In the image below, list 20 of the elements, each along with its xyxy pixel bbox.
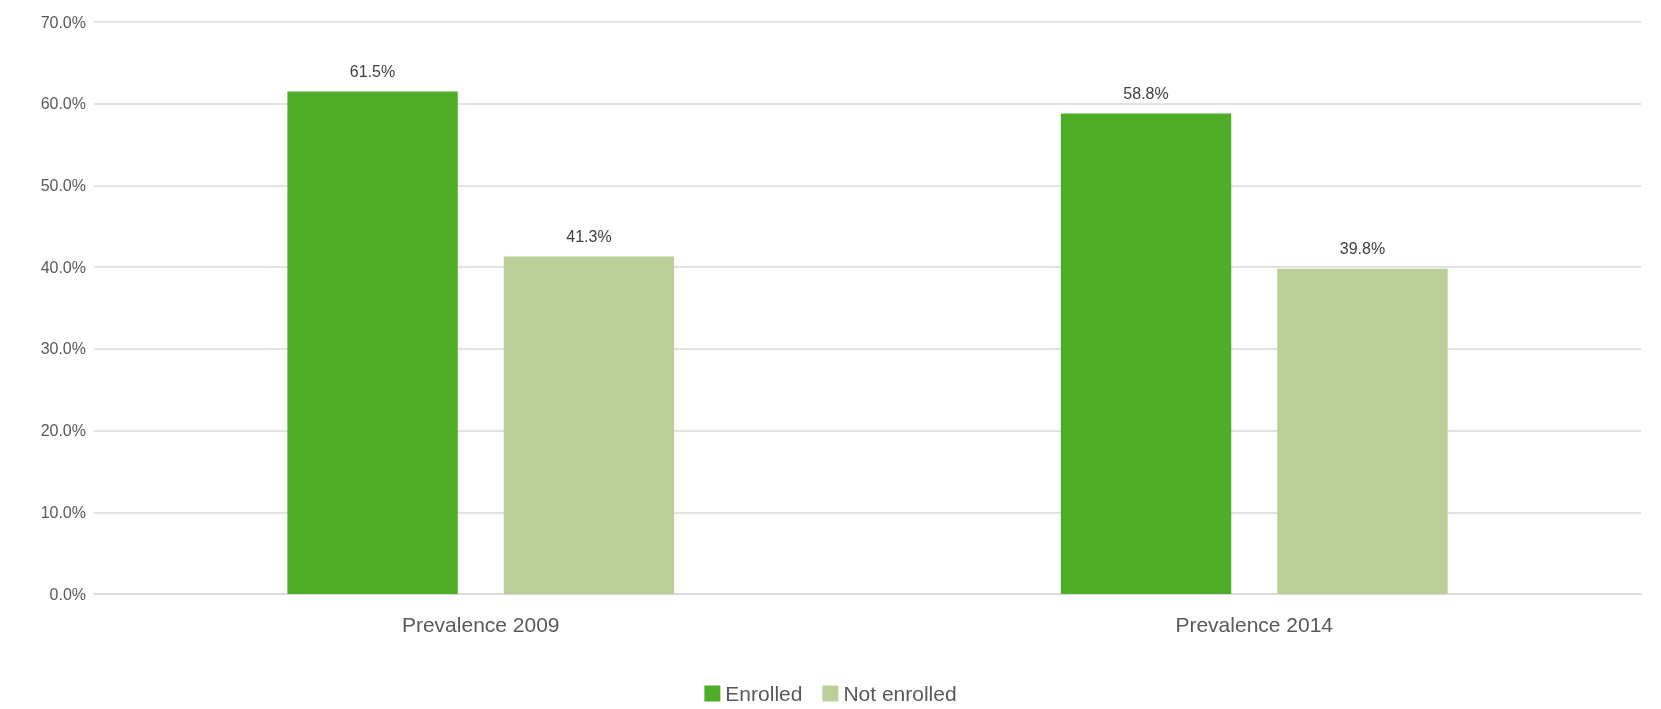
x-tick-label: Prevalence 2009	[401, 613, 560, 636]
y-tick-label: 10.0%	[40, 503, 86, 521]
x-tick-label: Prevalence 2014	[1175, 613, 1334, 636]
bar	[1277, 268, 1448, 594]
legend-label: Not enrolled	[843, 682, 957, 705]
data-label: 61.5%	[349, 62, 396, 80]
bar	[287, 91, 458, 594]
data-label: 39.8%	[1339, 240, 1386, 258]
y-tick-label: 20.0%	[40, 422, 86, 440]
legend-label: Enrolled	[725, 682, 803, 705]
bar	[1060, 113, 1232, 594]
data-label: 58.8%	[1123, 85, 1169, 103]
y-tick-label: 50.0%	[40, 176, 86, 194]
y-tick-label: 40.0%	[40, 258, 86, 276]
bar	[503, 256, 675, 594]
data-label: 41.3%	[566, 228, 612, 246]
y-tick-label: 70.0%	[40, 13, 86, 31]
y-tick-label: 60.0%	[40, 95, 86, 113]
y-tick-label: 30.0%	[40, 340, 86, 358]
y-tick-label: 0.0%	[49, 585, 86, 603]
